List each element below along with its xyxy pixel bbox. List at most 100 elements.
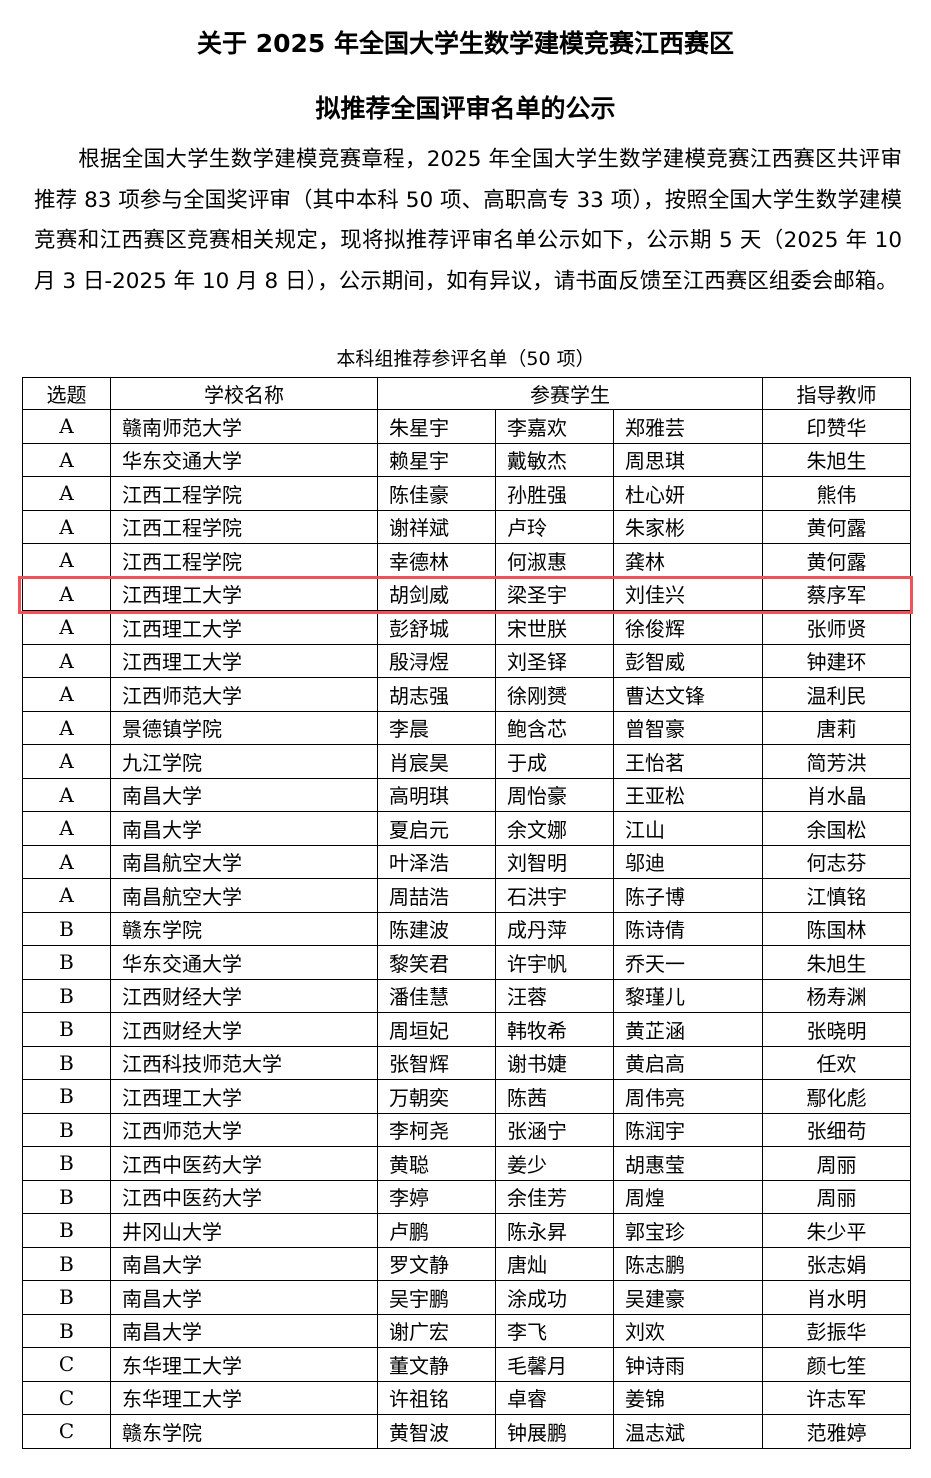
cell-student-3: 钟诗雨 [613, 1347, 763, 1382]
cell-student-1: 朱星宇 [377, 409, 496, 444]
cell-school: 南昌航空大学 [110, 878, 378, 913]
cell-school: 南昌大学 [110, 811, 378, 846]
recommendation-table: 选题 学校名称 参赛学生 指导教师 A 赣南师范大学 朱星宇 李嘉欢 郑雅芸 印赞华 A 华东… [22, 377, 911, 1449]
cell-topic: A [22, 476, 111, 511]
table-row: C 东华理工大学 许祖铭 卓睿 姜锦 许志军 [22, 1380, 911, 1415]
cell-student-3: 陈润宇 [613, 1112, 763, 1147]
table-caption: 本科组推荐参评名单（50 项） [336, 348, 595, 370]
table-row: A 江西师范大学 胡志强 徐刚赟 曹达文锋 温利民 [22, 677, 911, 712]
document-title-line1: 关于 2025 年全国大学生数学建模竞赛江西赛区 [197, 29, 734, 58]
cell-school: 江西中医药大学 [110, 1179, 378, 1214]
cell-student-3: 乔天一 [613, 945, 763, 980]
cell-student-2: 张涵宁 [495, 1112, 614, 1147]
cell-student-2: 涂成功 [495, 1280, 614, 1315]
cell-student-3: 吴建豪 [613, 1280, 763, 1315]
cell-school: 江西理工大学 [110, 576, 378, 611]
table-row: B 江西财经大学 周垣妃 韩牧希 黄芷涵 张晓明 [22, 1012, 911, 1047]
announcement-paragraph: 根据全国大学生数学建模竞赛章程，2025 年全国大学生数学建模竞赛江西赛区共评审… [34, 140, 902, 302]
cell-topic: B [22, 1280, 111, 1315]
cell-student-2: 李嘉欢 [495, 409, 614, 444]
cell-advisor: 颜七笙 [762, 1347, 911, 1382]
cell-school: 赣东学院 [110, 1414, 378, 1449]
table-row: A 景德镇学院 李晨 鲍含芯 曾智豪 唐莉 [22, 710, 911, 745]
cell-school: 江西理工大学 [110, 1079, 378, 1114]
cell-advisor: 肖水明 [762, 1280, 911, 1315]
table-row: A 南昌航空大学 叶泽浩 刘智明 邬迪 何志芬 [22, 844, 911, 879]
cell-student-1: 吴宇鹏 [377, 1280, 496, 1315]
table-row: A 江西工程学院 幸德林 何淑惠 龚林 黄何露 [22, 543, 911, 578]
cell-student-3: 周思琪 [613, 442, 763, 477]
cell-student-1: 黄智波 [377, 1414, 496, 1449]
cell-student-2: 韩牧希 [495, 1012, 614, 1047]
cell-school: 九江学院 [110, 744, 378, 779]
cell-student-2: 唐灿 [495, 1246, 614, 1281]
cell-student-3: 江山 [613, 811, 763, 846]
table-row: A 九江学院 肖宸昊 于成 王怡茗 简芳洪 [22, 744, 911, 779]
cell-school: 南昌大学 [110, 1280, 378, 1315]
cell-topic: B [22, 1079, 111, 1114]
cell-student-2: 徐刚赟 [495, 677, 614, 712]
cell-student-1: 李柯尧 [377, 1112, 496, 1147]
cell-advisor: 蔡序军 [762, 576, 911, 611]
cell-topic: A [22, 844, 111, 879]
cell-student-2: 刘智明 [495, 844, 614, 879]
cell-student-3: 郑雅芸 [613, 409, 763, 444]
table-row: A 江西工程学院 谢祥斌 卢玲 朱家彬 黄何露 [22, 509, 911, 544]
cell-student-3: 陈子博 [613, 878, 763, 913]
cell-student-2: 周怡豪 [495, 777, 614, 812]
table-row: B 华东交通大学 黎笑君 许宇帆 乔天一 朱旭生 [22, 945, 911, 980]
cell-advisor: 任欢 [762, 1045, 911, 1080]
cell-student-3: 陈诗倩 [613, 911, 763, 946]
cell-student-2: 汪蓉 [495, 978, 614, 1013]
cell-student-3: 龚林 [613, 543, 763, 578]
cell-school: 江西工程学院 [110, 476, 378, 511]
cell-advisor: 黄何露 [762, 543, 911, 578]
cell-student-3: 周煌 [613, 1179, 763, 1214]
cell-advisor: 杨寿渊 [762, 978, 911, 1013]
cell-student-3: 曾智豪 [613, 710, 763, 745]
table-header-row: 选题 学校名称 参赛学生 指导教师 [22, 377, 911, 410]
cell-school: 南昌航空大学 [110, 844, 378, 879]
cell-school: 华东交通大学 [110, 945, 378, 980]
cell-student-2: 陈茜 [495, 1079, 614, 1114]
cell-student-1: 夏启元 [377, 811, 496, 846]
cell-student-1: 罗文静 [377, 1246, 496, 1281]
cell-student-3: 邬迪 [613, 844, 763, 879]
cell-school: 江西理工大学 [110, 643, 378, 678]
cell-school: 江西工程学院 [110, 509, 378, 544]
cell-topic: B [22, 978, 111, 1013]
cell-advisor: 简芳洪 [762, 744, 911, 779]
table-row: B 南昌大学 吴宇鹏 涂成功 吴建豪 肖水明 [22, 1280, 911, 1315]
cell-student-3: 彭智威 [613, 643, 763, 678]
cell-school: 东华理工大学 [110, 1347, 378, 1382]
cell-topic: B [22, 911, 111, 946]
cell-advisor: 印赞华 [762, 409, 911, 444]
cell-school: 华东交通大学 [110, 442, 378, 477]
cell-topic: B [22, 1313, 111, 1348]
cell-student-1: 赖星宇 [377, 442, 496, 477]
cell-student-2: 成丹萍 [495, 911, 614, 946]
cell-advisor: 江慎铭 [762, 878, 911, 913]
table-row: B 赣东学院 陈建波 成丹萍 陈诗倩 陈国林 [22, 911, 911, 946]
table-row: C 赣东学院 黄智波 钟展鹏 温志斌 范雅婷 [22, 1414, 911, 1449]
cell-student-1: 谢祥斌 [377, 509, 496, 544]
cell-student-2: 刘圣铎 [495, 643, 614, 678]
table-row: A 江西理工大学 殷浔煜 刘圣铎 彭智威 钟建环 [22, 643, 911, 678]
cell-topic: A [22, 777, 111, 812]
cell-student-2: 许宇帆 [495, 945, 614, 980]
cell-topic: A [22, 710, 111, 745]
table-row: B 南昌大学 谢广宏 李飞 刘欢 彭振华 [22, 1313, 911, 1348]
cell-school: 赣南师范大学 [110, 409, 378, 444]
cell-advisor: 朱少平 [762, 1213, 911, 1248]
cell-topic: A [22, 509, 111, 544]
cell-student-1: 董文静 [377, 1347, 496, 1382]
cell-student-1: 高明琪 [377, 777, 496, 812]
table-row: A 南昌大学 夏启元 余文娜 江山 余国松 [22, 811, 911, 846]
cell-topic: A [22, 409, 111, 444]
cell-student-3: 郭宝珍 [613, 1213, 763, 1248]
cell-student-2: 余佳芳 [495, 1179, 614, 1214]
cell-student-3: 温志斌 [613, 1414, 763, 1449]
cell-school: 南昌大学 [110, 777, 378, 812]
cell-school: 江西科技师范大学 [110, 1045, 378, 1080]
cell-school: 江西财经大学 [110, 978, 378, 1013]
